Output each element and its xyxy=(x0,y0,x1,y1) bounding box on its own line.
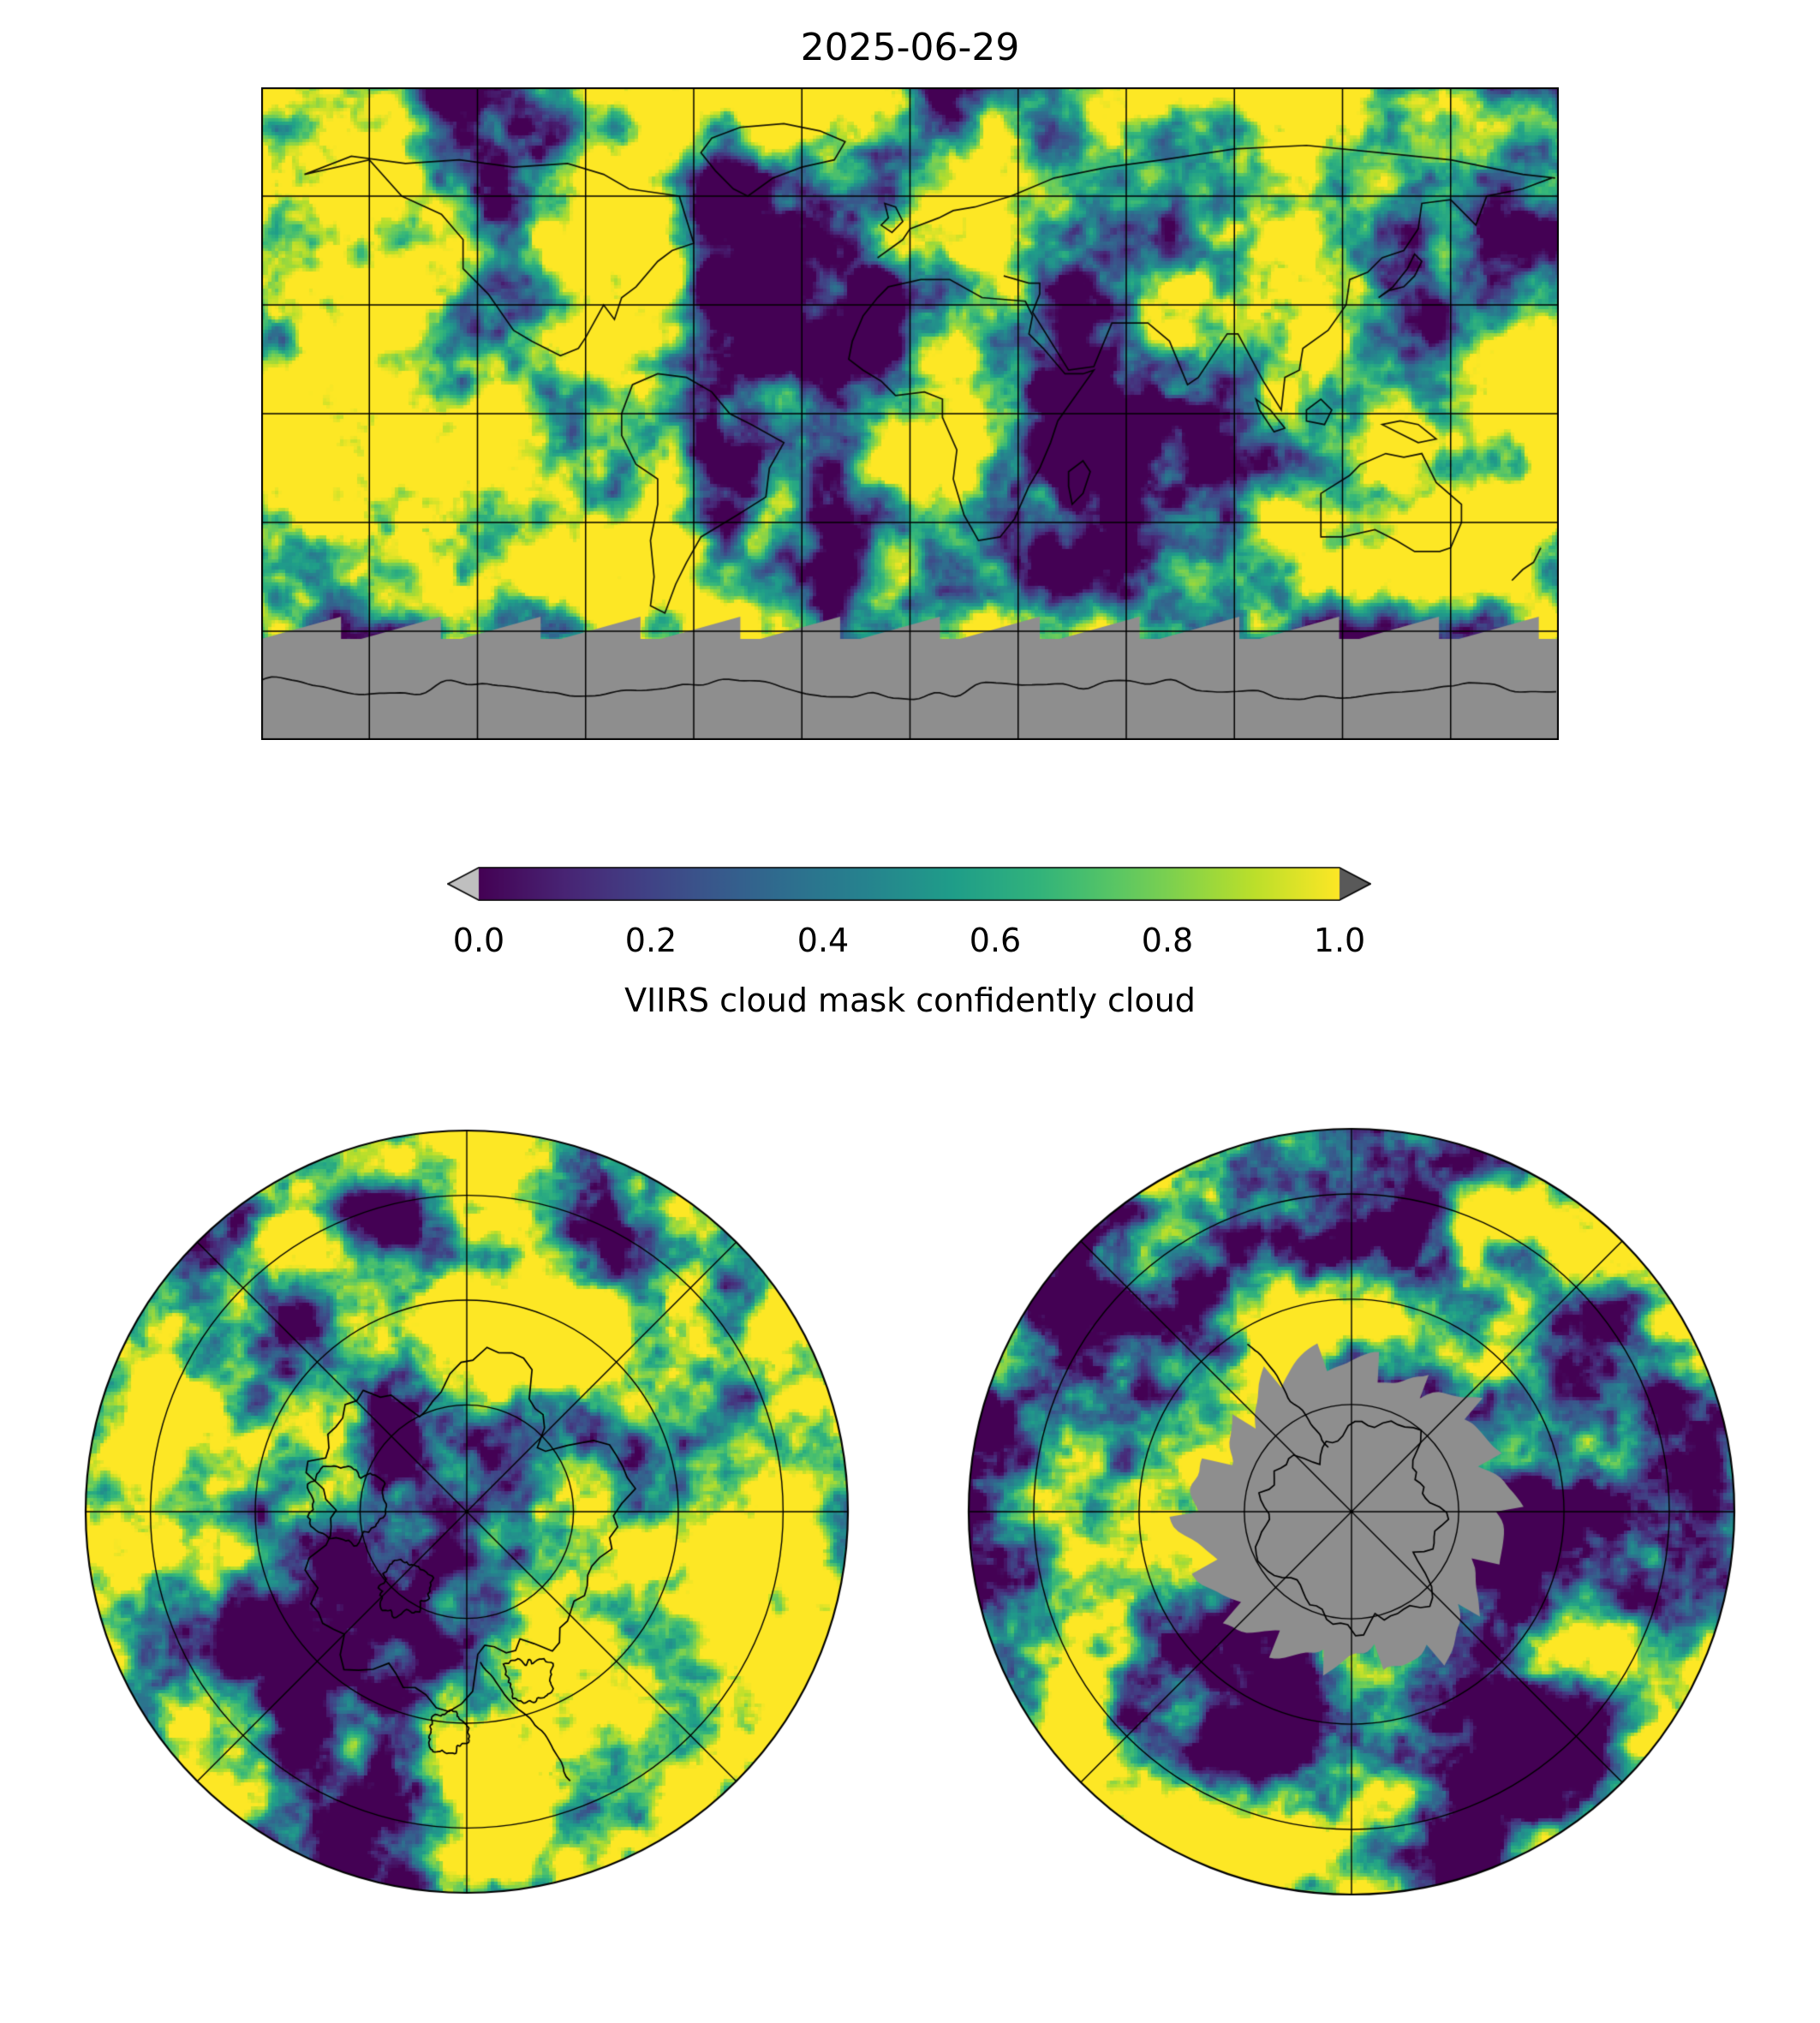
colorbar-tick-label: 0.0 xyxy=(452,922,505,959)
south-polar-map-canvas xyxy=(966,1126,1737,1897)
colorbar-tick-labels: 0.0 0.2 0.4 0.6 0.8 1.0 xyxy=(453,922,1365,961)
colorbar-tick-label: 0.8 xyxy=(1141,922,1194,959)
global-map-canvas xyxy=(261,87,1559,740)
figure-title: 2025-06-29 xyxy=(800,26,1020,69)
colorbar-tick-label: 0.2 xyxy=(624,922,677,959)
colorbar-gradient xyxy=(447,867,1371,901)
colorbar-tick-label: 1.0 xyxy=(1313,922,1366,959)
colorbar-tick-label: 0.4 xyxy=(797,922,850,959)
north-polar-map-canvas xyxy=(83,1128,850,1895)
colorbar-tick-label: 0.6 xyxy=(969,922,1022,959)
colorbar-label: VIIRS cloud mask confidently cloud xyxy=(624,982,1196,1019)
